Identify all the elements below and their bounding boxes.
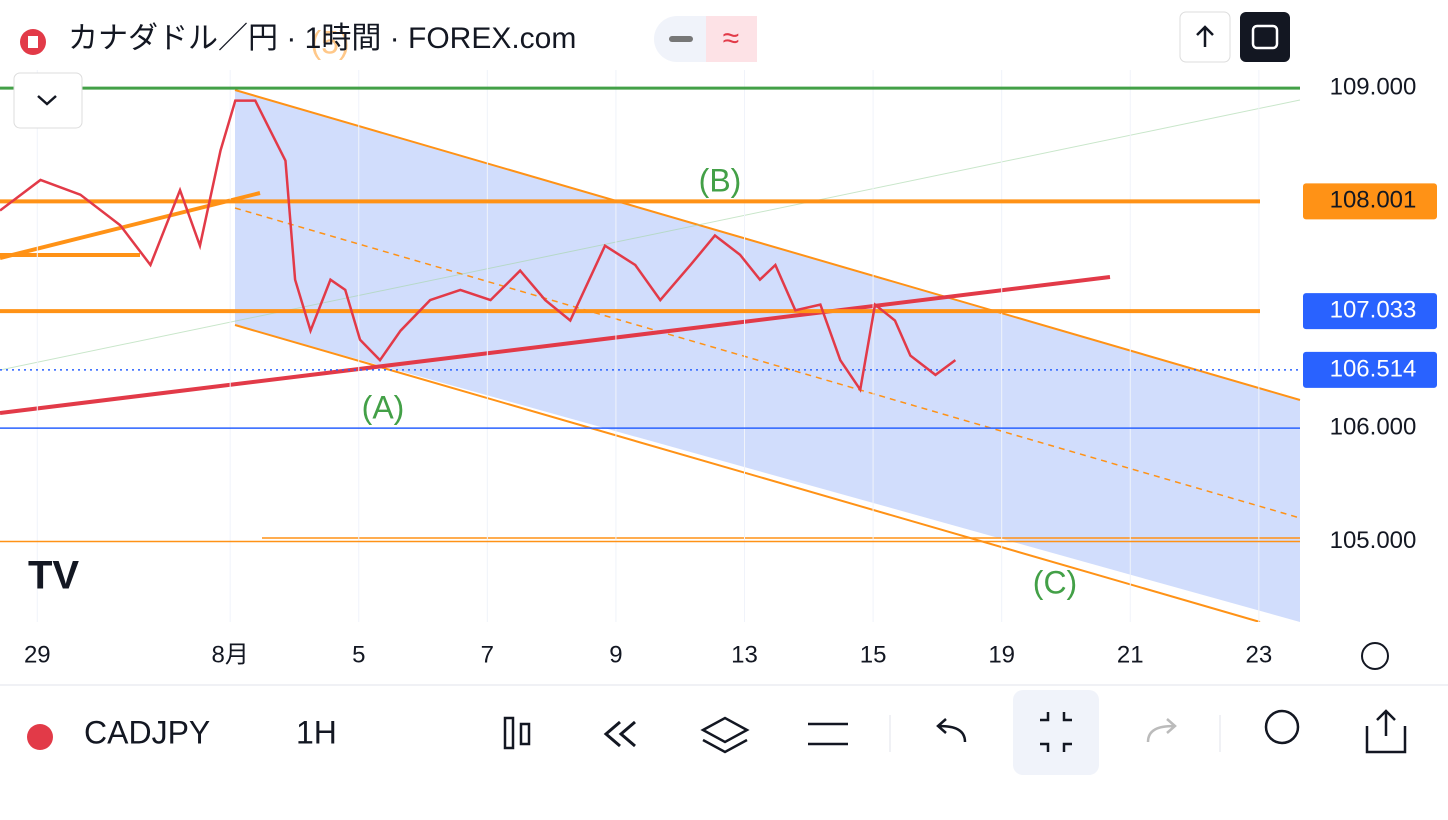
price-label: 106.514 bbox=[1330, 355, 1417, 382]
price-label: 108.001 bbox=[1330, 187, 1417, 214]
channel-bottom bbox=[234, 324, 1261, 623]
price-label: 107.033 bbox=[1330, 296, 1417, 323]
y-tick-label: 105.000 bbox=[1330, 527, 1417, 554]
status-pill bbox=[706, 16, 757, 62]
y-tick-label: 106.000 bbox=[1330, 414, 1417, 441]
icon[interactable] bbox=[936, 718, 967, 743]
icon[interactable] bbox=[519, 722, 531, 746]
symbol[interactable]: CADJPY bbox=[84, 714, 210, 750]
x-tick-label: 8月 bbox=[211, 641, 248, 668]
toolbar: CADJPY 1H bbox=[27, 690, 1407, 775]
button[interactable] bbox=[1013, 690, 1099, 775]
header: カナダドル／円 · 1時間 · FOREX.com ≈ TV bbox=[13, 11, 1389, 670]
price-label-bg bbox=[1303, 293, 1437, 330]
icon[interactable] bbox=[1264, 709, 1300, 745]
icon[interactable] bbox=[503, 716, 515, 750]
icon bbox=[1196, 25, 1214, 47]
x-tick-label: 9 bbox=[609, 641, 622, 668]
icon: ≈ bbox=[723, 22, 739, 55]
x-tick-label: 21 bbox=[1117, 641, 1144, 668]
channel-mid bbox=[234, 207, 1301, 519]
channel-top bbox=[234, 89, 1301, 401]
x-tick-label: 7 bbox=[481, 641, 494, 668]
icon[interactable] bbox=[700, 716, 750, 754]
settings-icon[interactable] bbox=[1361, 642, 1389, 670]
trendline bbox=[0, 275, 1111, 415]
price-label-bg bbox=[1303, 183, 1437, 220]
x-tick-label: 23 bbox=[1246, 641, 1273, 668]
annotation: (B) bbox=[699, 162, 742, 198]
channel bbox=[235, 90, 1300, 622]
annotation: (A) bbox=[362, 389, 405, 425]
x-tick-label: 15 bbox=[860, 641, 887, 668]
annotation: (C) bbox=[1033, 564, 1077, 600]
x-tick-label: 5 bbox=[352, 641, 365, 668]
x-tick-label: 29 bbox=[24, 641, 51, 668]
flag bbox=[27, 724, 53, 750]
icon[interactable] bbox=[603, 720, 636, 748]
icon[interactable] bbox=[1146, 718, 1177, 743]
icon[interactable] bbox=[808, 722, 848, 746]
icon bbox=[1251, 24, 1279, 50]
logo: TV bbox=[28, 554, 79, 598]
y-tick-label: 109.000 bbox=[1330, 73, 1417, 100]
flag bbox=[28, 36, 38, 48]
trendline bbox=[0, 191, 261, 260]
trendline bbox=[0, 99, 1301, 371]
collapse-button[interactable] bbox=[13, 72, 83, 129]
button[interactable] bbox=[1240, 12, 1290, 62]
icon[interactable] bbox=[1365, 709, 1407, 754]
icon bbox=[1040, 712, 1072, 752]
interval[interactable]: 1H bbox=[296, 714, 337, 750]
x-tick-label: 13 bbox=[731, 641, 758, 668]
annotation: (5) bbox=[310, 24, 349, 60]
price-line-series bbox=[0, 99, 957, 393]
icon bbox=[37, 95, 57, 106]
x-tick-label: 19 bbox=[988, 641, 1015, 668]
chart-title: カナダドル／円 · 1時間 · FOREX.com bbox=[68, 22, 576, 55]
price-label-bg bbox=[1303, 351, 1437, 388]
